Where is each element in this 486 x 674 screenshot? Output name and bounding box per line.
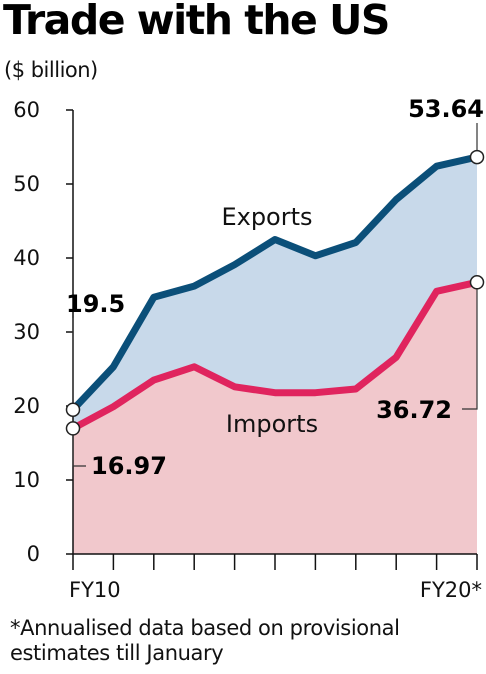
endpoint-marker: [65, 421, 81, 436]
y-tick-label: 30: [13, 320, 40, 344]
y-tick-label: 40: [13, 246, 40, 270]
imports-line: [69, 278, 481, 432]
y-tick-label: 50: [13, 172, 40, 196]
x-tick-label: FY20*: [420, 578, 482, 602]
imports-area: [73, 282, 477, 554]
imports-start-leader: [72, 428, 86, 467]
y-tick-label: 60: [13, 98, 40, 122]
footnote: *Annualised data based on provisional es…: [10, 616, 400, 665]
imports-start-value: 16.97: [91, 452, 167, 480]
imports-end-value: 36.72: [376, 396, 452, 424]
imports-end-leader: [462, 282, 478, 410]
x-tick-label: FY10: [69, 578, 121, 602]
exports-line: [69, 153, 481, 414]
exports-start-value: 19.5: [66, 290, 125, 318]
exports-end-value: 53.64: [408, 95, 484, 123]
chart-title: Trade with the US: [3, 0, 390, 44]
endpoint-marker: [65, 402, 81, 417]
y-tick-label: 20: [13, 394, 40, 418]
y-tick-label: 0: [27, 542, 40, 566]
endpoint-marker: [469, 275, 485, 290]
endpoint-marker: [469, 149, 485, 165]
imports-series-label: Imports: [226, 410, 318, 438]
chart-subtitle: ($ billion): [4, 58, 98, 82]
exports-series-label: Exports: [221, 203, 312, 231]
y-tick-label: 10: [13, 468, 40, 492]
